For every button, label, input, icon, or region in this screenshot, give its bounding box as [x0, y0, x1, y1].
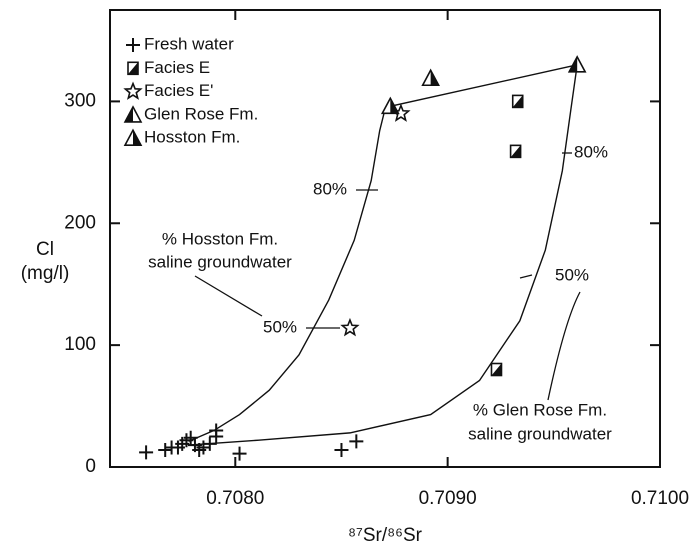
legend-marker [126, 38, 140, 52]
data-point [196, 440, 211, 455]
annotation: 80% [313, 179, 347, 198]
y-axis-label: (mg/l) [21, 263, 70, 284]
data-point [183, 430, 198, 445]
legend-marker [123, 105, 143, 123]
y-tick-label: 0 [85, 456, 96, 477]
marker-shape [123, 81, 143, 100]
marker-shape [569, 56, 578, 72]
marker-shape [512, 95, 523, 108]
marker-shape [126, 38, 140, 52]
y-tick-label: 200 [64, 212, 96, 233]
x-tick-label: 0.7080 [206, 488, 264, 509]
note: % Glen Rose Fm. [473, 400, 607, 419]
marker-shape [183, 430, 198, 445]
marker-shape [334, 442, 349, 457]
legend-label: Hosston Fm. [144, 128, 240, 147]
data-point [490, 362, 503, 377]
x-tick-label: 0.7090 [419, 488, 477, 509]
note: saline groundwater [148, 252, 292, 271]
marker-shape [209, 423, 224, 438]
data-point [567, 55, 587, 73]
data-point [421, 68, 440, 87]
data-point [209, 423, 224, 438]
legend-label: Fresh water [144, 34, 234, 53]
data-point [509, 144, 522, 159]
data-point [139, 445, 154, 460]
data-point [340, 317, 360, 337]
y-axis-label: Cl [36, 239, 54, 260]
data-point [158, 442, 173, 457]
legend-marker [127, 61, 139, 76]
leader-lines [194, 152, 581, 401]
marker-shape [196, 440, 211, 455]
legend-label: Facies E' [144, 81, 213, 100]
data-point [334, 442, 349, 457]
plot-frame [109, 9, 661, 468]
y-tick-label: 100 [64, 334, 96, 355]
legend-marker [123, 81, 143, 100]
note: % Hosston Fm. [162, 229, 278, 248]
legend-marker [123, 128, 143, 146]
mixing-curve [188, 64, 578, 446]
data-point [202, 436, 217, 451]
x-tick-label: 0.7100 [631, 488, 689, 509]
data-point [511, 94, 524, 109]
data-point [349, 434, 364, 449]
marker-shape [349, 434, 364, 449]
annotation: 50% [263, 317, 297, 336]
data-point [232, 446, 247, 461]
marker-shape [128, 62, 138, 75]
marker-shape [510, 145, 521, 158]
marker-shape [158, 442, 173, 457]
marker-shape [232, 446, 247, 461]
legend-label: Glen Rose Fm. [144, 104, 258, 123]
marker-shape [340, 317, 360, 337]
data-point [380, 96, 400, 115]
marker-shape [430, 70, 439, 86]
note: saline groundwater [468, 424, 612, 443]
marker-shape [202, 436, 217, 451]
x-axis-label: ⁸⁷Sr/⁸⁶Sr [348, 525, 423, 546]
marker-shape [390, 98, 399, 114]
marker-shape [125, 106, 133, 122]
legend-label: Facies E [144, 58, 210, 77]
annotation: 50% [555, 265, 589, 284]
marker-shape [491, 363, 502, 376]
marker-shape [133, 130, 141, 146]
annotation: 80% [574, 142, 608, 161]
y-tick-label: 300 [64, 90, 96, 111]
marker-shape [139, 445, 154, 460]
